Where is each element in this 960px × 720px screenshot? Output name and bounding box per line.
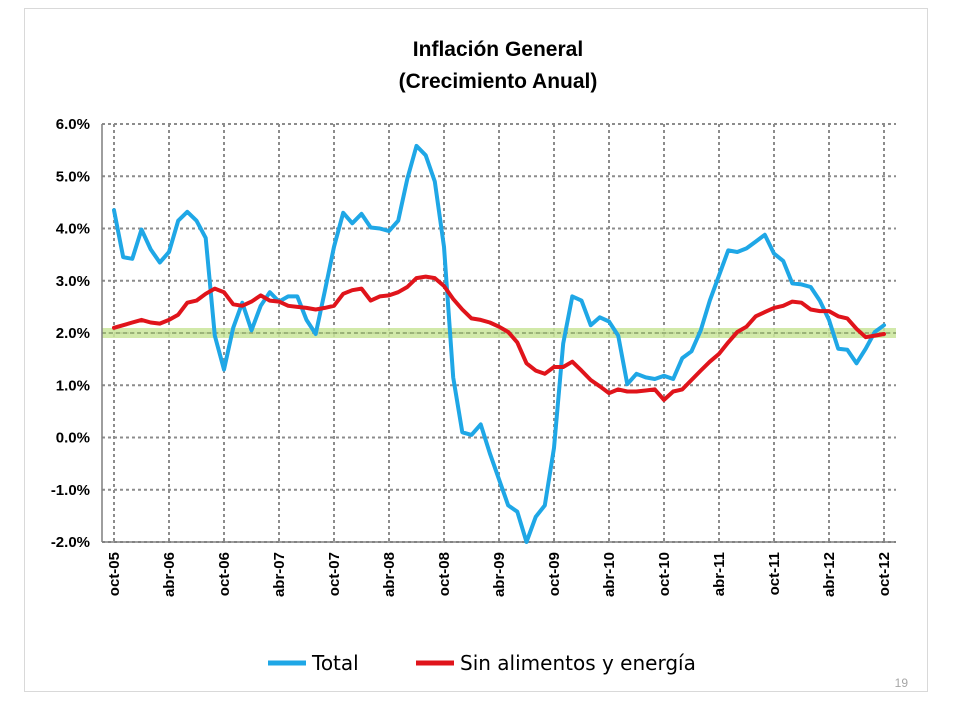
x-tick-label: oct-07 xyxy=(326,552,343,596)
x-tick-labels: oct-05 abr-06 oct-06 abr-07 oct-07 abr-08 oct-… xyxy=(106,552,893,597)
x-tick-label: oct-08 xyxy=(436,552,453,596)
x-tick-label: oct-10 xyxy=(656,552,673,596)
x-tick-label: oct-09 xyxy=(546,552,563,596)
x-tick-label: oct-05 xyxy=(106,552,123,596)
x-tick-label: abr-10 xyxy=(601,552,618,597)
slide-number: 19 xyxy=(894,676,908,690)
legend-total-text: Total xyxy=(311,651,359,675)
chart-subtitle: (Crecimiento Anual) xyxy=(399,70,598,93)
y-tick-label: 3.0% xyxy=(56,273,90,290)
target-band xyxy=(102,328,896,338)
y-tick-label: -1.0% xyxy=(51,482,90,499)
axes xyxy=(101,124,896,543)
series-lines xyxy=(112,143,886,544)
x-tick-label: abr-09 xyxy=(491,552,508,597)
x-tick-label: oct-11 xyxy=(766,552,783,595)
chart-title: Inflación General xyxy=(413,38,583,61)
series-line-total xyxy=(112,143,886,544)
y-tick-label: 6.0% xyxy=(56,116,90,133)
x-tick-label: oct-12 xyxy=(876,552,893,596)
legend-sin-alimentos-text: Sin alimentos y energía xyxy=(460,651,696,675)
y-tick-label: 4.0% xyxy=(56,221,90,238)
x-tick-label: abr-06 xyxy=(161,552,178,597)
slide-frame xyxy=(24,8,928,692)
series-line-sin-alimentos-y-energia xyxy=(112,274,886,402)
y-tick-label: 2.0% xyxy=(56,325,90,342)
x-tick-label: abr-07 xyxy=(271,552,288,597)
y-tick-label: 1.0% xyxy=(56,377,90,394)
x-tick-label: abr-11 xyxy=(711,552,728,596)
y-tick-labels: 6.0% 5.0% 4.0% 3.0% 2.0% 1.0% 0.0% -1.0% -2.0% xyxy=(51,116,90,551)
target-band-fill xyxy=(102,328,896,338)
x-tick-label: oct-06 xyxy=(216,552,233,596)
y-tick-label: -2.0% xyxy=(51,534,90,551)
y-tick-label: 5.0% xyxy=(56,168,90,185)
y-tick-label: 0.0% xyxy=(56,430,90,447)
x-tick-label: abr-08 xyxy=(381,552,398,597)
x-tick-label: abr-12 xyxy=(821,552,838,597)
legend: Total Sin alimentos y energía xyxy=(268,651,696,675)
